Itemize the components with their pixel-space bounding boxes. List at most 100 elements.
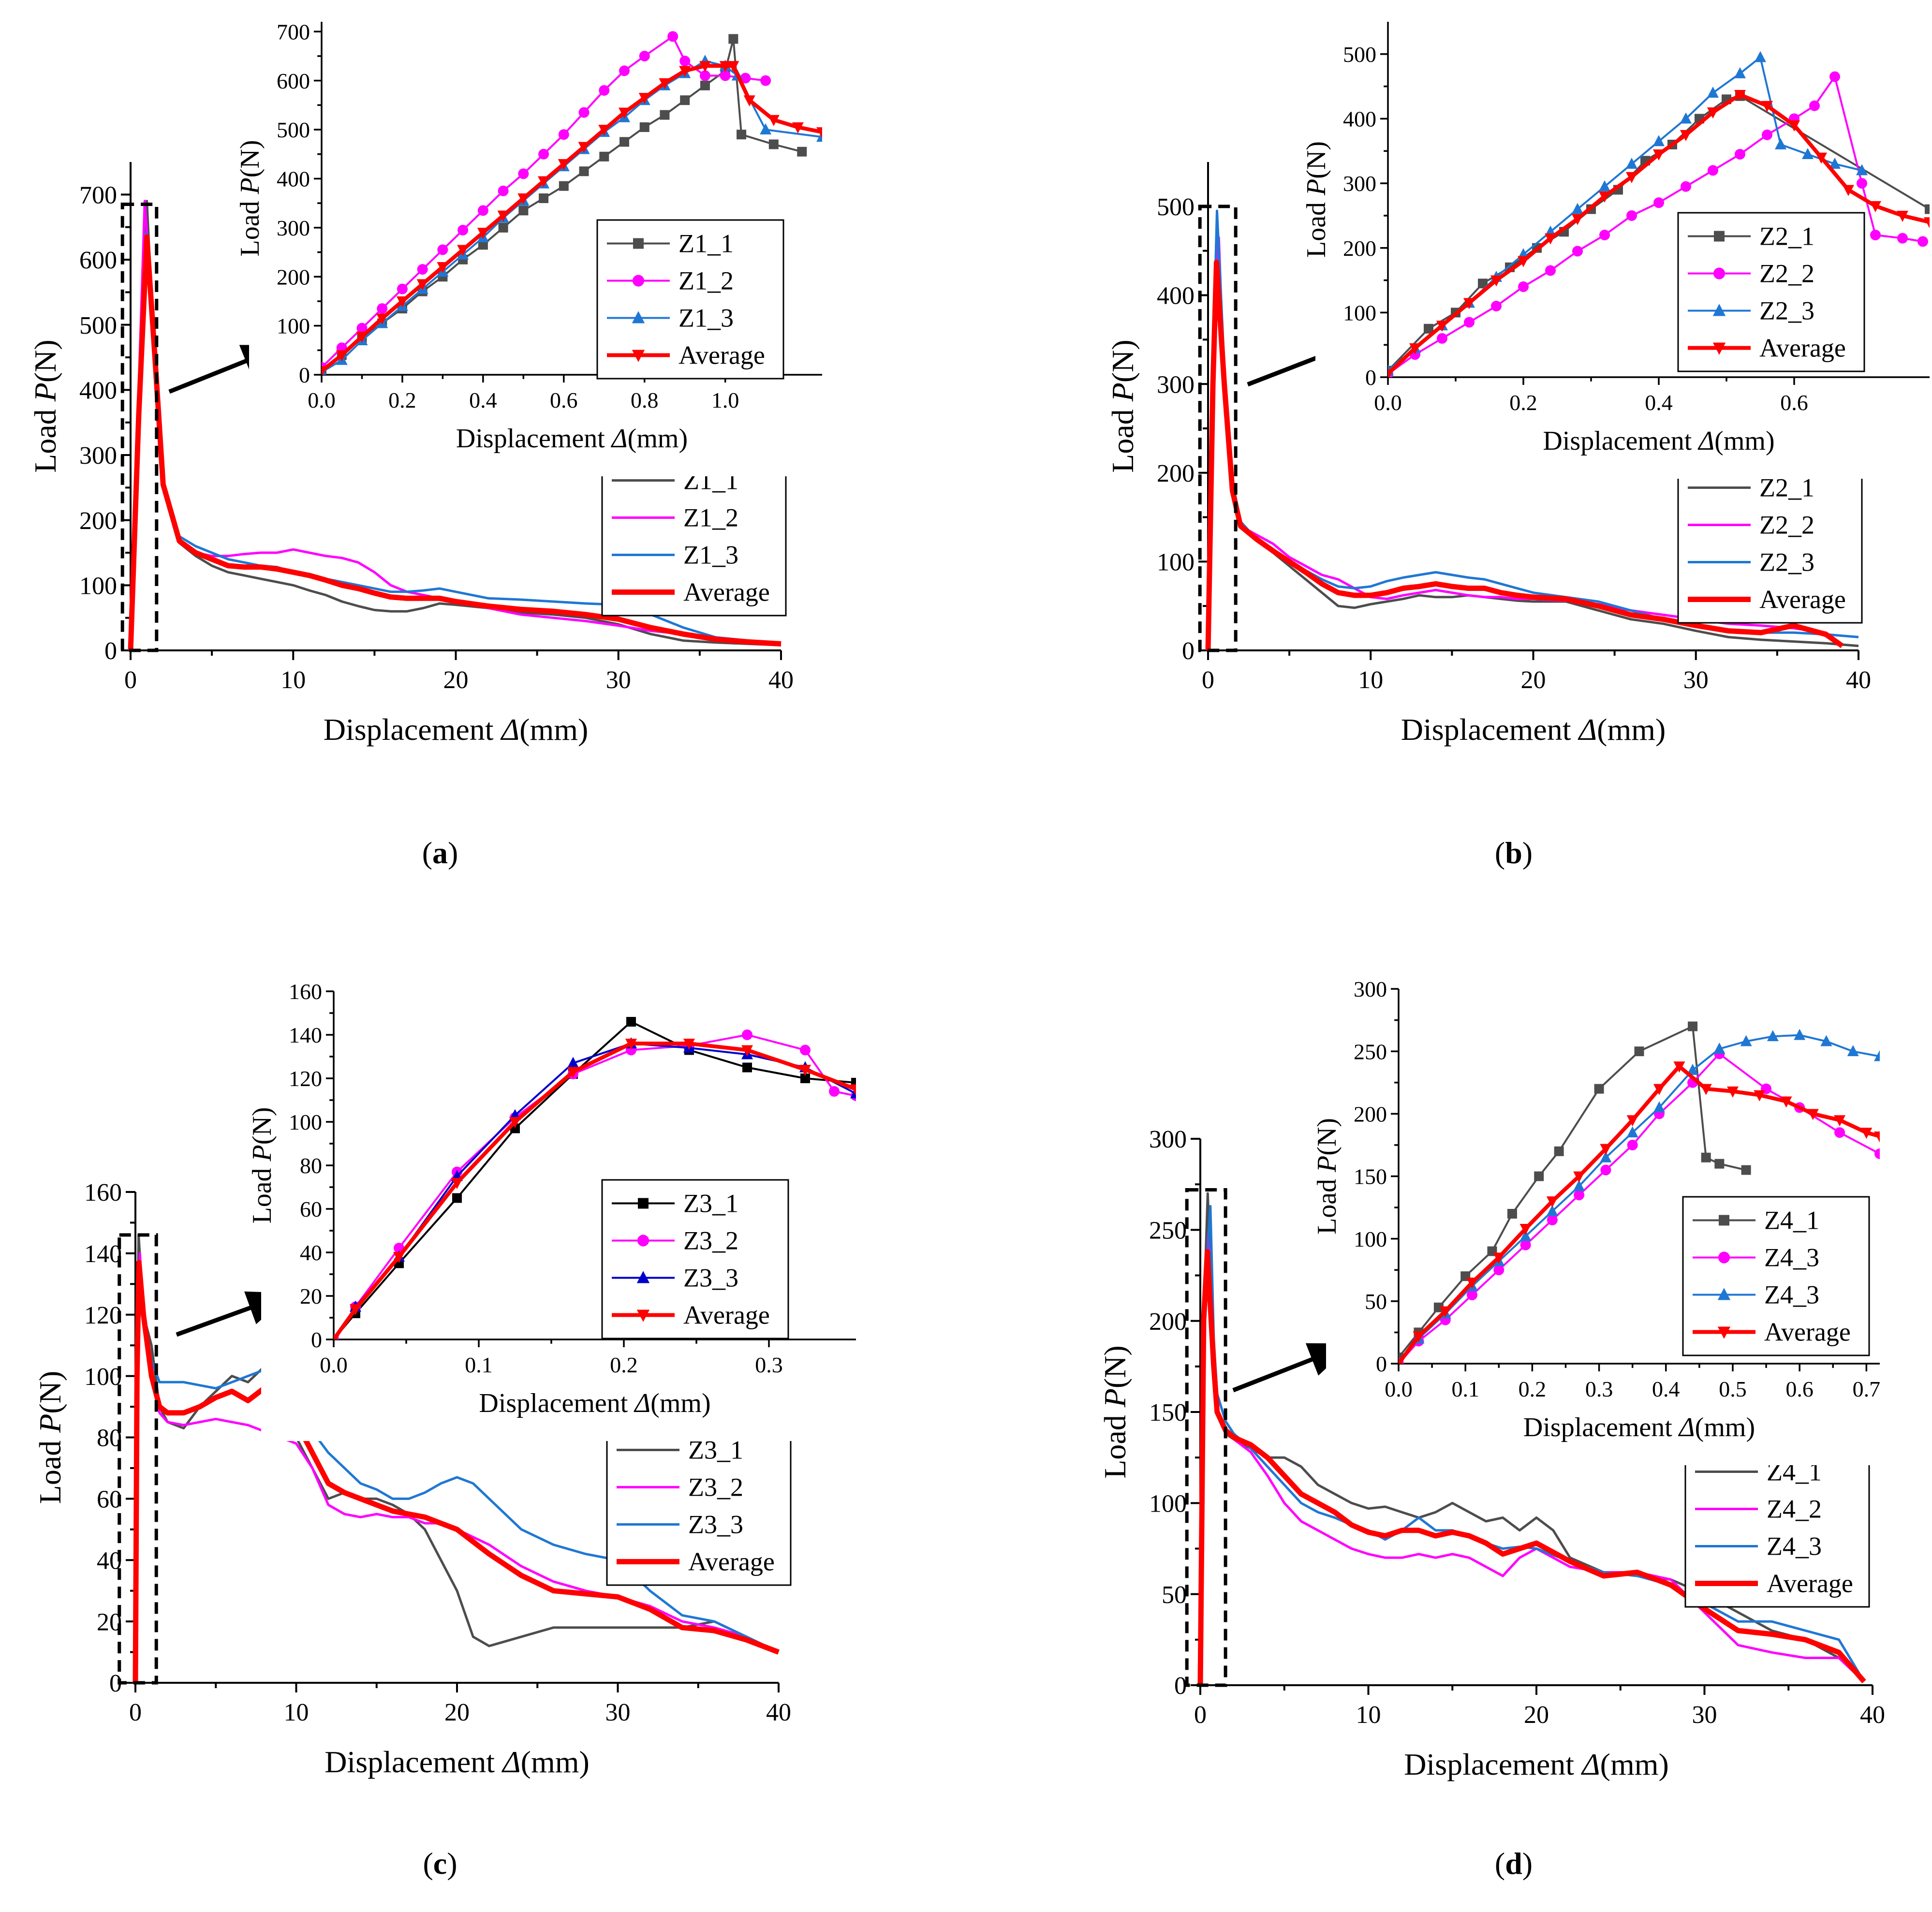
panel-d-inset-x-tick-label: 0.5 [1719,1377,1747,1401]
panel-c-inset-y-axis-label: Load P(N) [247,1107,277,1223]
panel-a-inset-data-point [417,264,428,275]
panel-b-inset-legend-marker [1713,267,1726,279]
panel-c-inset-data-point [741,1045,753,1057]
panel-d-inset-data-point [1701,1152,1711,1162]
panel-d-inset-y-tick-label: 100 [1354,1227,1387,1251]
panel-c-inset-y-tick-label: 40 [300,1240,322,1265]
panel-a-main-y-tick-label: 600 [79,247,117,274]
panel-b-inset-data-point [1599,230,1610,240]
panel-c-main-y-tick-label: 100 [84,1363,122,1391]
panel-d-inset-data-point [1653,1084,1665,1095]
panel-b-inset-data-point [1599,191,1610,203]
panel-b-main-y-tick-label: 400 [1157,282,1195,310]
panel-a-inset-data-point [619,107,631,119]
panel-b-inset-data-point [1599,180,1610,191]
panel-a-inset-legend-marker [632,350,645,362]
panel-d-main-x-tick-label: 30 [1692,1701,1717,1729]
panel-b-inset-legend-marker [1714,231,1725,242]
panel-b-inset-data-point [1802,147,1814,159]
panel-a-main-y-tick-label: 200 [79,507,117,535]
panel-a-inset-data-point [437,244,448,255]
panel-b-inset-x-tick-label: 0.4 [1645,390,1673,415]
panel-c-main-axes: 0 10 20 30 40020406080100120140160Displaceme… [33,1179,791,1779]
panel-b-inset-data-point [1653,149,1665,161]
panel-d-main-y-axis-label: Load P(N) [1098,1345,1132,1478]
panel-d-inset-data-point [1626,1115,1638,1127]
panel-a-main-y-tick-label: 300 [79,442,117,470]
panel-a-inset-legend-marker [632,311,645,324]
panel-a-inset-y-tick-label: 0 [299,363,310,387]
panel-c-inset-data-point [800,1044,811,1056]
panel-b-inset-data-point [1708,165,1718,176]
panel-a-inset-legend-label: Average [678,341,765,370]
panel-b-main-legend-label: Z2_2 [1759,511,1814,540]
panel-a: 0 10 20 30 400100200300400500600700Displacem… [28,7,829,870]
panel-a-main-axes: 0 10 20 30 400100200300400500600700Displacem… [28,162,794,747]
panel-a-main-x-tick-label: 20 [443,666,469,694]
panel-d-inset-data-point [1594,1084,1604,1094]
panel-b-inset-legend-label: Average [1759,334,1846,363]
panel-b-inset-data-point [1735,148,1745,160]
panel-c-inset-legend-label: Z3_3 [683,1264,738,1293]
panel-d-inset-legend-marker [1717,1326,1731,1339]
panel-a-inset-data-point [416,279,428,291]
panel-d-main-legend-label: Average [1767,1569,1853,1598]
panel-b-main-y-tick-label: 100 [1157,549,1195,576]
panel-d-main-y-tick-label: 200 [1149,1308,1187,1336]
panel-d-inset-data-point [1493,1252,1505,1264]
panel-d-inset-data-point [1807,1109,1819,1120]
panel-b-inset-data-point [1788,120,1800,132]
panel-c-inset-data-point [625,1039,637,1050]
figure-root: 0 10 20 30 400100200300400500600700Displacem… [28,7,1932,1881]
panel-c-inset-y-tick-label: 120 [289,1066,322,1091]
panel-b-inset-data-point [1409,343,1421,354]
panel-a-inset-data-point [578,142,590,153]
panel-c-main-x-tick-label: 10 [284,1699,309,1726]
panel-a-main-series-line-average [128,234,782,651]
panel-a-inset-data-point [559,181,569,191]
panel-a-inset-data-point [619,137,630,147]
panel-a-inset-data-point [518,168,529,179]
panel-d-caption: (d) [1495,1846,1533,1881]
panel-b-main-y-tick-label: 200 [1157,460,1195,487]
panel-a-inset-data-point [679,56,691,67]
panel-b-inset-data-point [1809,100,1820,111]
panel-d-inset-data-point [1627,1139,1638,1150]
panel-a-main-y-tick-label: 0 [104,637,117,665]
panel-d-inset-data-point [1740,1035,1752,1046]
panel-c-inset-legend-box [601,1179,789,1339]
panel-c-zoom-box [118,1233,158,1685]
panel-b-inset-data-point [1775,138,1786,149]
panel-b-main-x-axis-label: Displacement Δ(mm) [1401,712,1666,747]
panel-d-inset-x-tick-label: 0.7 [1853,1377,1881,1401]
panel-d-inset-data-point [1874,1050,1880,1061]
panel-b-inset-legend-marker [1712,304,1726,316]
panel-d-inset-data-point [1534,1171,1544,1181]
panel-d-inset-legend-label: Average [1764,1318,1851,1347]
panel-d-inset-data-point [1874,1131,1880,1143]
panel-a-inset-y-tick-label: 500 [277,118,310,142]
panel-d-inset-y-tick-label: 50 [1365,1289,1387,1314]
panel-a-inset-data-point [558,129,569,140]
panel-b-inset-data-point [1436,321,1448,332]
panel-d-main-axes: 0 10 20 30 40 0 50 100 150 200 250 300 Displacement … [1098,1126,1885,1781]
panel-a-inset-data-point [699,70,710,81]
panel-a-inset-legend: Z1_1 Z1_2 Z1_3 Average [596,219,784,380]
panel-a-caption: (a) [422,836,458,870]
panel-a-inset-data-point [539,193,549,203]
panel-a-inset-data-point [816,127,822,139]
panel-c-main-series-line-z3_3 [134,1261,780,1683]
panel-a-inset-x-tick-label: 0.0 [308,388,336,412]
panel-b-inset-y-tick-label: 500 [1343,42,1376,67]
panel-c-main-y-tick-label: 120 [84,1302,122,1329]
panel-d-inset-data-point [1713,1043,1726,1054]
panel-a-inset-data-point [578,107,590,118]
panel-a-main-y-tick-label: 400 [79,377,117,405]
panel-d-inset-x-tick-label: 0.2 [1519,1377,1547,1401]
panel-a-main-y-axis-label: Load P(N) [28,339,62,472]
panel-d-inset-y-axis-label: Load P(N) [1312,1118,1342,1235]
panel-d-inset-x-axis-label: Displacement Δ(mm) [1523,1412,1755,1442]
